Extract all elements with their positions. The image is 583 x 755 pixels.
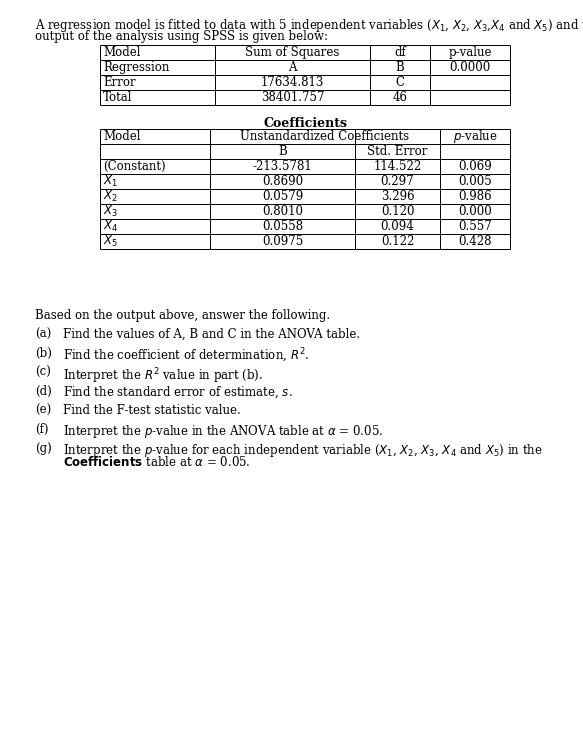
Text: Interpret the $R^2$ value in part (b).: Interpret the $R^2$ value in part (b). bbox=[63, 366, 263, 386]
Text: 17634.813: 17634.813 bbox=[261, 76, 324, 89]
Text: 0.8690: 0.8690 bbox=[262, 175, 303, 188]
Text: $\mathit{X}_3$: $\mathit{X}_3$ bbox=[103, 204, 118, 219]
Text: Interpret the $p$-value in the ANOVA table at $\alpha$ = 0.05.: Interpret the $p$-value in the ANOVA tab… bbox=[63, 423, 383, 440]
Text: $\mathit{X}_2$: $\mathit{X}_2$ bbox=[103, 189, 118, 204]
Text: (f): (f) bbox=[35, 423, 48, 436]
Text: Find the F-test statistic value.: Find the F-test statistic value. bbox=[63, 404, 241, 417]
Text: 0.0000: 0.0000 bbox=[449, 61, 491, 74]
Text: 0.069: 0.069 bbox=[458, 160, 492, 173]
Text: (Constant): (Constant) bbox=[103, 160, 166, 173]
Text: $\mathit{X}_1$: $\mathit{X}_1$ bbox=[103, 174, 118, 189]
Text: 0.120: 0.120 bbox=[381, 205, 415, 218]
Text: $\mathit{X}_4$: $\mathit{X}_4$ bbox=[103, 219, 118, 234]
Text: (c): (c) bbox=[35, 366, 51, 379]
Text: output of the analysis using SPSS is given below:: output of the analysis using SPSS is giv… bbox=[35, 30, 328, 43]
Text: $p$-value: $p$-value bbox=[452, 128, 497, 145]
Text: 0.000: 0.000 bbox=[458, 205, 492, 218]
Text: 0.005: 0.005 bbox=[458, 175, 492, 188]
Text: 46: 46 bbox=[392, 91, 408, 104]
Text: B: B bbox=[278, 145, 287, 158]
Text: A regression model is fitted to data with 5 independent variables ($\mathit{X}_1: A regression model is fitted to data wit… bbox=[35, 17, 583, 34]
Text: df: df bbox=[394, 46, 406, 59]
Text: Std. Error: Std. Error bbox=[367, 145, 428, 158]
Text: 0.557: 0.557 bbox=[458, 220, 492, 233]
Text: (b): (b) bbox=[35, 347, 52, 360]
Text: Based on the output above, answer the following.: Based on the output above, answer the fo… bbox=[35, 309, 330, 322]
Text: A: A bbox=[288, 61, 297, 74]
Text: p-value: p-value bbox=[448, 46, 491, 59]
Text: Find the standard error of estimate, $s$.: Find the standard error of estimate, $s$… bbox=[63, 385, 293, 400]
Text: 0.0975: 0.0975 bbox=[262, 235, 303, 248]
Text: (a): (a) bbox=[35, 328, 51, 341]
Text: (g): (g) bbox=[35, 442, 52, 455]
Text: 0.297: 0.297 bbox=[381, 175, 415, 188]
Text: 0.0558: 0.0558 bbox=[262, 220, 303, 233]
Text: C: C bbox=[395, 76, 405, 89]
Text: 114.522: 114.522 bbox=[373, 160, 422, 173]
Text: Coefficients: Coefficients bbox=[263, 117, 347, 130]
Text: 0.122: 0.122 bbox=[381, 235, 414, 248]
Text: Total: Total bbox=[103, 91, 132, 104]
Text: (e): (e) bbox=[35, 404, 51, 417]
Text: $\mathit{X}_5$: $\mathit{X}_5$ bbox=[103, 234, 118, 249]
Text: Interpret the $p$-value for each independent variable ($\mathit{X}_1$, $\mathit{: Interpret the $p$-value for each indepen… bbox=[63, 442, 543, 459]
Text: 0.986: 0.986 bbox=[458, 190, 492, 203]
Text: 0.094: 0.094 bbox=[381, 220, 415, 233]
Text: 0.8010: 0.8010 bbox=[262, 205, 303, 218]
Text: Find the values of A, B and C in the ANOVA table.: Find the values of A, B and C in the ANO… bbox=[63, 328, 360, 341]
Text: Error: Error bbox=[103, 76, 136, 89]
Text: -213.5781: -213.5781 bbox=[252, 160, 312, 173]
Text: Regression: Regression bbox=[103, 61, 170, 74]
Text: 0.428: 0.428 bbox=[458, 235, 491, 248]
Text: $\mathbf{Coefficients}$ table at $\alpha$ = 0.05.: $\mathbf{Coefficients}$ table at $\alpha… bbox=[63, 455, 251, 469]
Text: 0.0579: 0.0579 bbox=[262, 190, 303, 203]
Text: Find the coefficient of determination, $R^2$.: Find the coefficient of determination, $… bbox=[63, 347, 310, 365]
Text: B: B bbox=[396, 61, 405, 74]
Text: 3.296: 3.296 bbox=[381, 190, 415, 203]
Text: (d): (d) bbox=[35, 385, 52, 398]
Text: 38401.757: 38401.757 bbox=[261, 91, 324, 104]
Text: Model: Model bbox=[103, 130, 141, 143]
Text: Unstandardized Coefficients: Unstandardized Coefficients bbox=[240, 130, 410, 143]
Text: Model: Model bbox=[103, 46, 141, 59]
Text: Sum of Squares: Sum of Squares bbox=[245, 46, 340, 59]
